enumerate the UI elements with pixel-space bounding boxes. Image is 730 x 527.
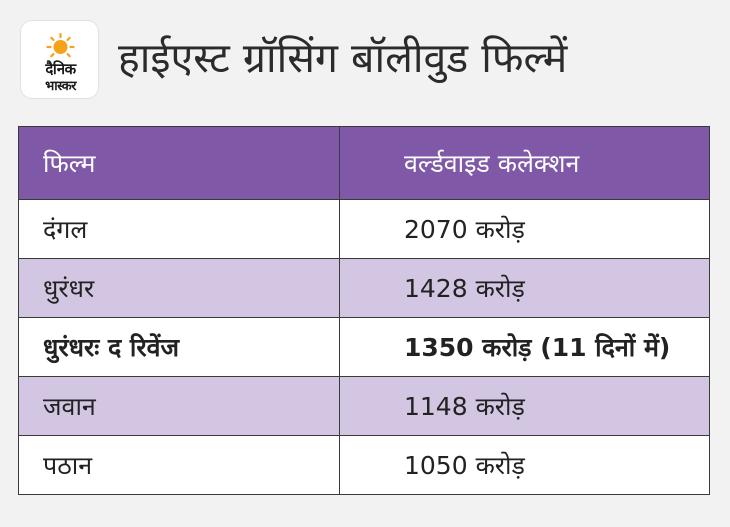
film-name-cell: जवान: [18, 376, 340, 436]
collection-cell: 1148 करोड़: [339, 376, 710, 436]
table-row: धुरंधर 1428 करोड़: [18, 258, 710, 318]
logo-line-2: भास्कर: [45, 79, 76, 94]
sun-icon: [46, 32, 75, 58]
page-title: हाईएस्ट ग्रॉसिंग बॉलीवुड फिल्में: [118, 34, 568, 82]
collection-cell: 2070 करोड़: [339, 199, 710, 259]
table-header-row: फिल्म वर्ल्डवाइड कलेक्शन: [18, 126, 710, 200]
film-name-cell: दंगल: [18, 199, 340, 259]
collection-cell: 1050 करोड़: [339, 435, 710, 495]
table-row: जवान 1148 करोड़: [18, 376, 710, 436]
table-row: पठान 1050 करोड़: [18, 435, 710, 495]
dainik-bhaskar-logo: दैनिक भास्कर: [20, 20, 99, 99]
film-name-cell: पठान: [18, 435, 340, 495]
column-header-film: फिल्म: [18, 126, 340, 200]
table-row: दंगल 2070 करोड़: [18, 199, 710, 259]
films-table: फिल्म वर्ल्डवाइड कलेक्शन दंगल 2070 करोड़…: [18, 126, 710, 495]
collection-cell: 1428 करोड़: [339, 258, 710, 318]
film-name-cell: धुरंधरः द रिवेंज: [18, 317, 340, 377]
film-name-cell: धुरंधर: [18, 258, 340, 318]
logo-line-1: दैनिक: [45, 60, 76, 78]
table-row: धुरंधरः द रिवेंज 1350 करोड़ (11 दिनों मे…: [18, 317, 710, 377]
column-header-collection: वर्ल्डवाइड कलेक्शन: [339, 126, 710, 200]
collection-cell: 1350 करोड़ (11 दिनों में): [339, 317, 710, 377]
